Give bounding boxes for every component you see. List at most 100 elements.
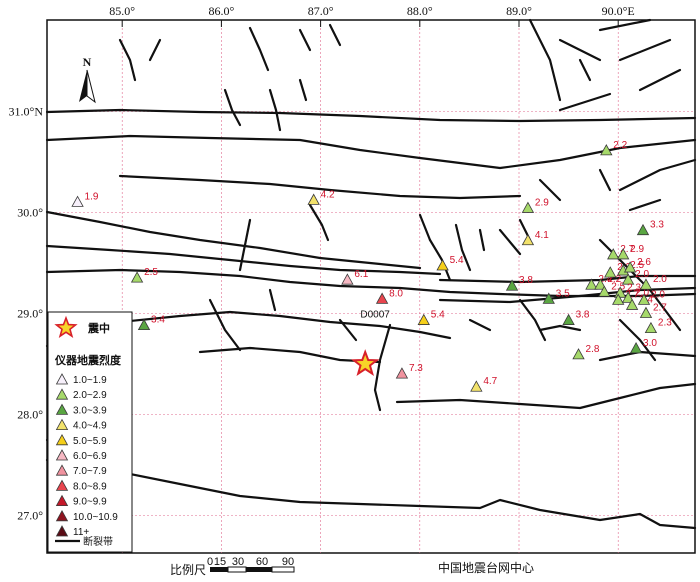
- station-marker[interactable]: [521, 233, 535, 246]
- station-intensity-label: 2.2: [607, 274, 621, 285]
- legend-class-label: 9.0~9.9: [73, 497, 107, 508]
- station[interactable]: 2.7: [607, 244, 635, 260]
- station-marker[interactable]: [625, 298, 639, 310]
- station[interactable]: 2.4: [585, 274, 613, 290]
- station[interactable]: 2.9: [521, 197, 549, 213]
- station-intensity-label: 3.0: [643, 338, 657, 349]
- lon-tick-label: 88.0°: [407, 4, 433, 18]
- station[interactable]: 2.2: [594, 274, 622, 290]
- station-marker[interactable]: [71, 195, 84, 207]
- station[interactable]: 3.5: [542, 288, 570, 304]
- station[interactable]: 3.4: [137, 315, 166, 331]
- scale-bar-tick: 30: [232, 556, 244, 568]
- station-intensity-label: 2.5: [144, 267, 158, 278]
- station[interactable]: 2.5: [130, 267, 159, 283]
- station[interactable]: 2.0: [621, 269, 650, 285]
- station-marker[interactable]: [639, 306, 653, 318]
- station[interactable]: 5.4: [436, 255, 464, 271]
- station[interactable]: 4.2: [307, 189, 335, 205]
- station-intensity-label: 2.0: [653, 274, 667, 285]
- station-intensity-label: 2.7: [620, 244, 634, 255]
- station[interactable]: 4.7: [470, 376, 498, 392]
- station-marker[interactable]: [594, 278, 607, 290]
- legend-class-label: 2.0~2.9: [73, 390, 107, 401]
- station[interactable]: 2.0: [637, 289, 665, 305]
- station-marker[interactable]: [130, 271, 144, 283]
- station-marker[interactable]: [521, 201, 535, 213]
- station-marker[interactable]: [636, 223, 650, 236]
- station[interactable]: 2.9: [616, 244, 645, 260]
- station-marker[interactable]: [375, 292, 389, 304]
- station-marker[interactable]: [307, 193, 320, 205]
- legend-epicenter-label: 震中: [87, 321, 110, 335]
- station-marker[interactable]: [607, 248, 620, 260]
- station-marker[interactable]: [562, 313, 575, 325]
- station-marker[interactable]: [637, 293, 651, 305]
- station[interactable]: 7.3: [395, 363, 423, 379]
- station[interactable]: 2.8: [572, 344, 600, 360]
- lon-tick-label: 86.0°: [208, 4, 234, 18]
- station[interactable]: 3.8: [562, 310, 590, 325]
- station-marker[interactable]: [598, 285, 611, 297]
- station-marker[interactable]: [644, 321, 658, 334]
- station[interactable]: 5.4: [417, 310, 445, 325]
- station[interactable]: 2.0: [639, 274, 667, 290]
- station-marker[interactable]: [621, 273, 635, 285]
- legend-class-label: 11+: [73, 527, 89, 538]
- station-marker[interactable]: [639, 278, 653, 290]
- station-marker[interactable]: [612, 293, 625, 305]
- station[interactable]: 2.3: [644, 318, 672, 334]
- station-marker[interactable]: [629, 342, 643, 354]
- fault-lines: [45, 18, 697, 530]
- station-marker[interactable]: [616, 248, 630, 260]
- station-intensity-label: 4.2: [321, 189, 335, 200]
- epicenter-star-shape[interactable]: [351, 349, 380, 377]
- station[interactable]: 2.7: [639, 303, 667, 318]
- station[interactable]: 2.5: [598, 281, 626, 297]
- legend-class: 1.0~1.9: [55, 373, 107, 386]
- station-intensity-label: 5.4: [431, 310, 445, 321]
- station-marker[interactable]: [505, 279, 519, 291]
- station[interactable]: 2.6: [623, 257, 652, 273]
- legend-class-label: 8.0~8.9: [73, 481, 107, 492]
- station-marker[interactable]: [623, 261, 637, 273]
- legend-class-swatch: [55, 464, 69, 476]
- station-marker[interactable]: [542, 292, 555, 304]
- station[interactable]: 2.0: [621, 287, 650, 303]
- station-marker[interactable]: [572, 348, 585, 360]
- station-intensity-label: 2.9: [630, 244, 644, 255]
- station[interactable]: 3.8: [505, 275, 534, 291]
- station-intensity-label: 2.5: [630, 260, 644, 271]
- station-marker[interactable]: [341, 273, 354, 285]
- station-marker[interactable]: [137, 318, 151, 331]
- station[interactable]: 8.0 D0007: [360, 288, 403, 320]
- station[interactable]: 2.2: [600, 140, 628, 156]
- legend-class-swatch: [55, 373, 69, 385]
- station[interactable]: 1.9: [71, 191, 99, 207]
- lon-tick-label: 89.0°: [506, 4, 532, 18]
- legend-class: 7.0~7.9: [55, 464, 107, 477]
- station[interactable]: 6.1: [341, 269, 369, 285]
- station-intensity-label: 2.0: [635, 269, 649, 280]
- station[interactable]: 3.0: [629, 338, 658, 354]
- station[interactable]: 3.3: [636, 220, 665, 236]
- legend-class-swatch: [55, 403, 69, 415]
- station-marker[interactable]: [395, 367, 409, 379]
- station-intensity-label: 2.8: [586, 344, 600, 355]
- station-marker[interactable]: [585, 278, 598, 290]
- station[interactable]: 4.1: [521, 230, 549, 246]
- station-marker[interactable]: [621, 291, 635, 303]
- station-marker[interactable]: [604, 266, 617, 278]
- legend-class-label: 6.0~6.9: [73, 451, 107, 462]
- station-marker[interactable]: [470, 380, 483, 392]
- legend-class: 11+: [55, 525, 89, 538]
- station-intensity-label: 5.4: [450, 255, 464, 266]
- station-marker[interactable]: [600, 144, 613, 156]
- station-intensity-label: 3.8: [519, 275, 533, 286]
- legend-epicenter: 震中: [54, 315, 110, 338]
- station[interactable]: 2.7: [612, 289, 640, 305]
- legend-class-swatch: [55, 509, 69, 522]
- station-marker[interactable]: [417, 313, 430, 325]
- station-marker[interactable]: [436, 259, 449, 271]
